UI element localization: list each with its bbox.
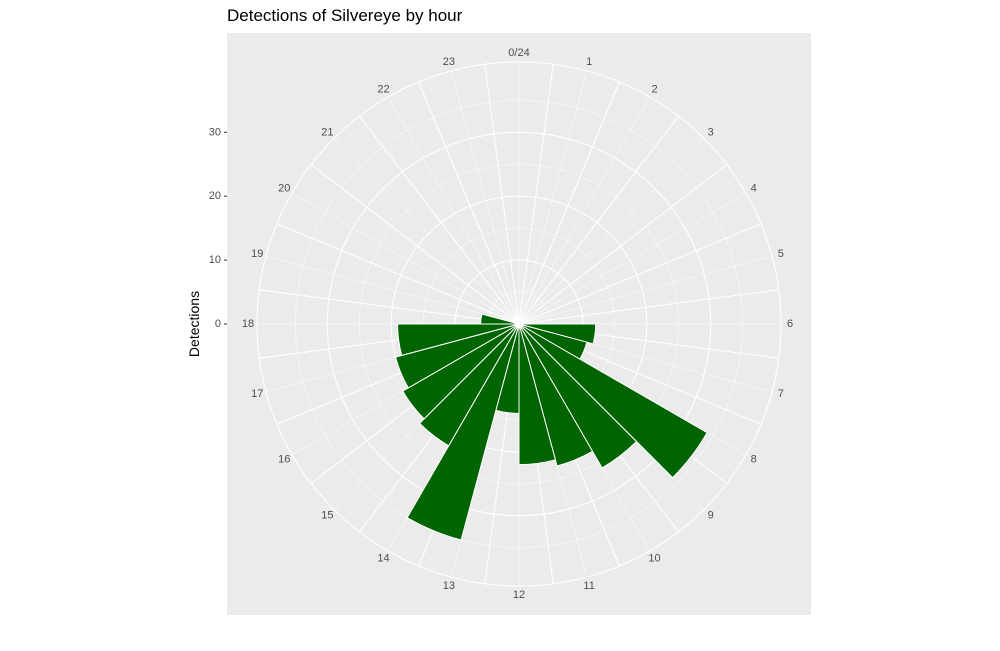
major-spoke	[518, 164, 728, 325]
hour-label: 2	[651, 83, 657, 95]
major-spoke	[359, 115, 520, 325]
hour-label: 13	[443, 580, 455, 592]
bar-hour-10	[518, 323, 594, 467]
hour-label: 11	[583, 580, 594, 592]
major-spoke	[418, 81, 520, 325]
hour-label: 6	[787, 318, 793, 330]
hour-label: 23	[443, 56, 455, 68]
bar-hour-17	[397, 323, 520, 357]
minor-spoke	[518, 255, 773, 325]
major-spoke	[276, 223, 520, 325]
minor-spoke	[518, 192, 747, 325]
hour-label: 15	[321, 510, 333, 522]
bar-hour-13	[406, 323, 520, 541]
bar-hour-18	[480, 313, 520, 325]
bar-hour-15	[402, 323, 520, 420]
hour-label: 22	[377, 83, 389, 95]
hour-label: 8	[751, 454, 757, 466]
y-tick-label: 30	[209, 126, 221, 138]
hour-label: 20	[278, 183, 290, 195]
major-spoke	[259, 289, 520, 325]
hour-labels: 0/24123456789101112131415161718192021222…	[242, 47, 793, 601]
y-tick-label: 20	[209, 190, 221, 202]
hour-label: 19	[251, 248, 263, 260]
hour-label: 4	[751, 183, 757, 195]
bar-hour-14	[418, 323, 520, 447]
hour-label: 16	[278, 454, 290, 466]
major-circle	[326, 131, 712, 517]
hour-label: 21	[321, 126, 333, 138]
y-axis-title: Detections	[186, 291, 202, 357]
y-tick-label: 10	[209, 254, 221, 266]
minor-spoke	[518, 138, 705, 325]
hour-label: 18	[242, 318, 254, 330]
hour-label: 12	[513, 589, 525, 601]
minor-spoke	[333, 138, 520, 325]
hour-label: 10	[648, 553, 660, 565]
y-axis: 0 10 20 30	[209, 126, 227, 330]
major-spoke	[518, 223, 762, 325]
minor-spoke	[265, 255, 520, 325]
minor-spoke	[518, 96, 651, 325]
bar-hour-16	[394, 323, 520, 389]
major-spoke	[484, 64, 520, 325]
bar-hour-8	[518, 323, 708, 479]
major-spoke	[518, 289, 779, 325]
bar-hour-9	[518, 323, 638, 469]
hour-label: 5	[778, 248, 784, 260]
bars	[394, 313, 708, 541]
hour-label: 7	[778, 388, 784, 400]
major-spoke	[310, 164, 520, 325]
minor-spoke	[387, 96, 520, 325]
hour-label: 9	[708, 510, 714, 522]
hour-label: 0/24	[508, 47, 529, 59]
y-tick-label: 0	[215, 318, 221, 330]
minor-circle	[295, 100, 743, 548]
minor-circle	[358, 163, 680, 485]
major-spoke	[518, 115, 679, 325]
minor-spoke	[450, 70, 520, 325]
chart-title: Detections of Silvereye by hour	[227, 6, 463, 25]
hour-label: 1	[586, 56, 592, 68]
major-spoke	[518, 64, 554, 325]
minor-spoke	[291, 192, 520, 325]
hour-label: 3	[708, 126, 714, 138]
major-spoke	[518, 81, 620, 325]
hour-label: 14	[377, 553, 389, 565]
bar-hour-11	[518, 323, 557, 466]
minor-spoke	[518, 70, 588, 325]
hour-label: 17	[251, 388, 263, 400]
outer-circle	[256, 61, 782, 587]
